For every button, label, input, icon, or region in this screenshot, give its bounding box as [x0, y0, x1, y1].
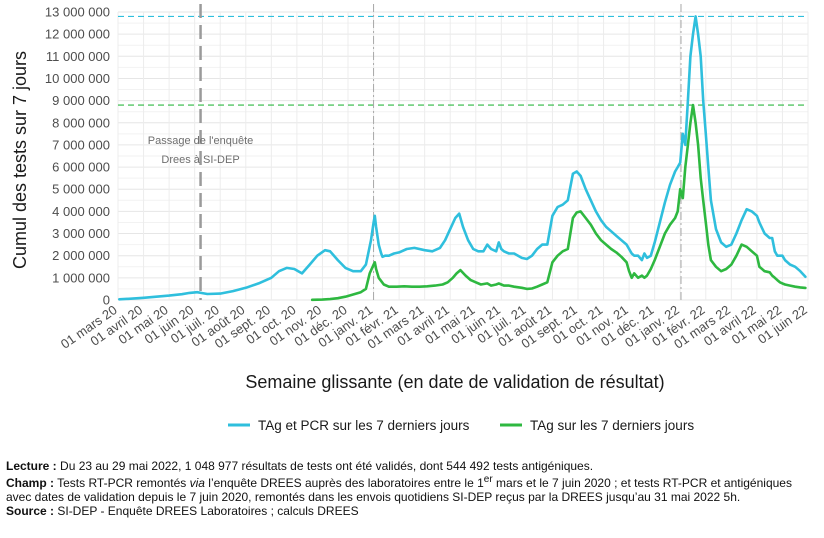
y-tick-label: 0	[103, 293, 110, 308]
y-tick-label: 8 000 000	[52, 115, 110, 130]
annotation-line-1: Passage de l'enquête	[148, 135, 253, 147]
lecture-text: Du 23 au 29 mai 2022, 1 048 977 résultat…	[56, 459, 594, 473]
series-line-2	[310, 103, 807, 302]
y-tick-label: 1 000 000	[52, 270, 110, 285]
y-tick-label: 3 000 000	[52, 226, 110, 241]
legend-label-1: TAg et PCR sur les 7 derniers jours	[258, 418, 470, 433]
champ-sup: er	[483, 474, 493, 485]
y-tick-label: 7 000 000	[52, 137, 110, 152]
champ-via: via	[189, 476, 205, 490]
y-tick-label: 11 000 000	[46, 49, 110, 64]
y-tick-label: 13 000 000	[45, 5, 110, 20]
y-tick-label: 9 000 000	[52, 93, 110, 108]
legend-label-2: TAg sur les 7 derniers jours	[530, 418, 694, 433]
y-tick-label: 4 000 000	[52, 204, 110, 219]
lecture-note: Lecture : Du 23 au 29 mai 2022, 1 048 97…	[6, 459, 818, 473]
champ-text-a: Tests RT-PCR remontés	[54, 476, 190, 490]
annotation-line-2: Drees à SI-DEP	[161, 154, 239, 166]
series-lines	[118, 15, 807, 302]
champ-text-b: l’enquête DREES auprès des laboratoires …	[204, 476, 484, 490]
champ-label: Champ :	[6, 476, 54, 490]
series-line-1	[118, 15, 807, 301]
source-label: Source :	[6, 504, 55, 518]
y-tick-label: 6 000 000	[52, 160, 110, 175]
champ-note: Champ : Tests RT-PCR remontés via l’enqu…	[6, 473, 818, 504]
x-axis-title: Semaine glissante (en date de validation…	[245, 372, 664, 392]
chart-notes: Lecture : Du 23 au 29 mai 2022, 1 048 97…	[6, 459, 818, 518]
y-tick-label: 2 000 000	[52, 248, 110, 263]
legend: TAg et PCR sur les 7 derniers jours TAg s…	[228, 418, 694, 433]
y-axis: 0 1 000 000 2 000 000 3 000 000 4 000 000 5 0…	[45, 5, 110, 308]
y-tick-label: 12 000 000	[45, 27, 110, 42]
y-tick-label: 5 000 000	[52, 182, 110, 197]
source-note: Source : SI-DEP - Enquête DREES Laborato…	[6, 504, 818, 518]
tests-line-chart: 0 1 000 000 2 000 000 3 000 000 4 000 000 5 0…	[10, 4, 810, 433]
y-axis-title: Cumul des tests sur 7 jours	[10, 51, 30, 269]
lecture-label: Lecture :	[6, 459, 57, 473]
y-tick-label: 10 000 000	[45, 71, 110, 86]
source-text: SI-DEP - Enquête DREES Laboratoires ; ca…	[54, 504, 359, 518]
champ-text-c: mars et le 7 juin 2020 ; et tests RT-PCR…	[6, 476, 792, 504]
